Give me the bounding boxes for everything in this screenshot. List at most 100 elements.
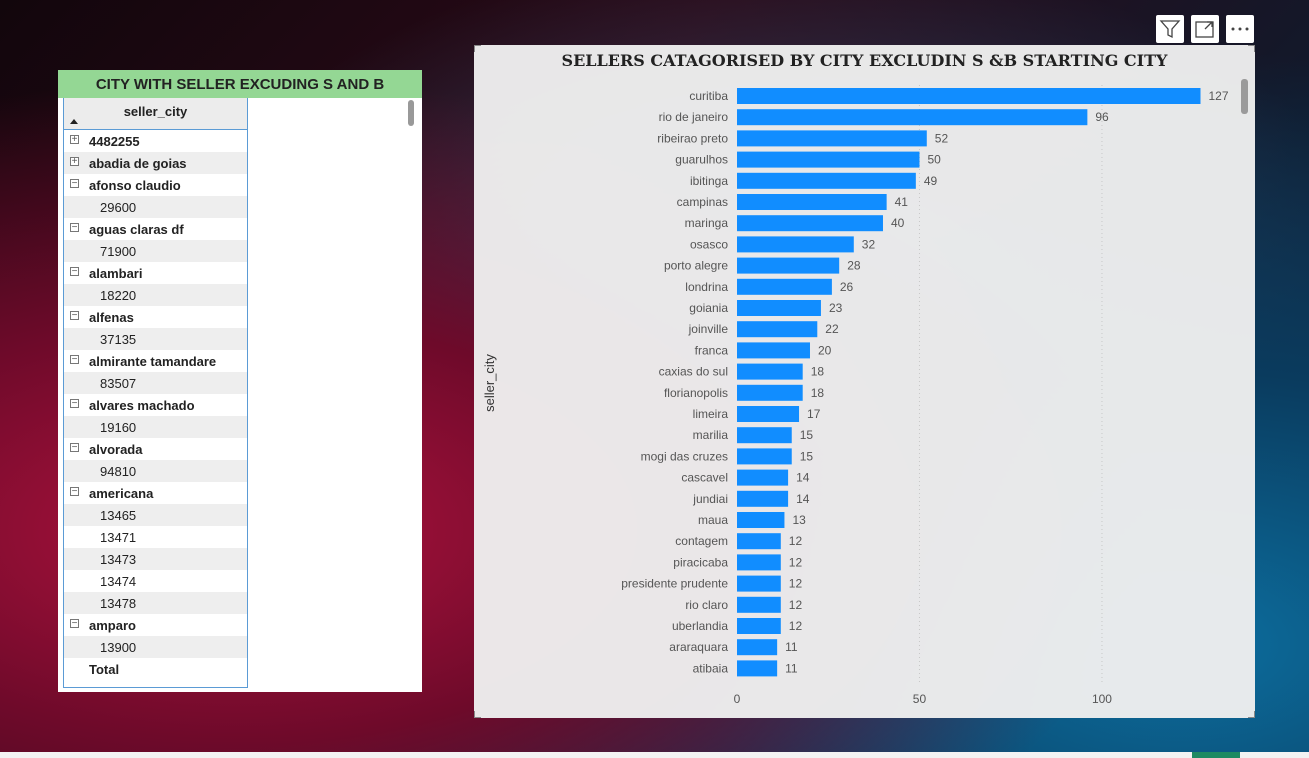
- category-label: uberlandia: [672, 619, 728, 633]
- bar[interactable]: [737, 427, 792, 444]
- bar[interactable]: [737, 596, 781, 613]
- bar[interactable]: [737, 384, 803, 401]
- bar[interactable]: [737, 406, 800, 422]
- expand-icon[interactable]: +: [70, 134, 79, 145]
- bar[interactable]: [737, 342, 810, 359]
- bar[interactable]: [737, 639, 778, 656]
- table-row-zip: 83507: [64, 372, 247, 394]
- table-row-city[interactable]: + abadia de goias: [64, 152, 247, 174]
- corner-mark: [1248, 711, 1255, 718]
- bar[interactable]: [737, 448, 792, 465]
- category-label: joinville: [688, 322, 729, 336]
- category-label: limeira: [693, 407, 729, 421]
- table-row-city[interactable]: +4482255: [64, 130, 247, 152]
- table-row-city[interactable]: − alvorada: [64, 438, 247, 460]
- table-row-city[interactable]: − aguas claras df: [64, 218, 247, 240]
- city-label: aguas claras df: [89, 221, 184, 237]
- corner-mark: [474, 711, 481, 718]
- collapse-icon[interactable]: −: [70, 310, 79, 321]
- bar[interactable]: [737, 363, 803, 380]
- bar[interactable]: [737, 575, 781, 592]
- collapse-icon[interactable]: −: [70, 398, 79, 409]
- bar[interactable]: [737, 109, 1088, 126]
- table-row-zip: 37135: [64, 328, 247, 350]
- category-label: porto alegre: [664, 259, 728, 273]
- bar[interactable]: [737, 554, 781, 571]
- bar[interactable]: [737, 660, 778, 677]
- table-row-city[interactable]: − amparo: [64, 614, 247, 636]
- table-row-city[interactable]: − americana: [64, 482, 247, 504]
- bar[interactable]: [737, 300, 821, 316]
- bar[interactable]: [737, 512, 785, 528]
- collapse-icon[interactable]: −: [70, 618, 79, 629]
- data-label: 52: [935, 131, 949, 145]
- bar[interactable]: [737, 469, 789, 486]
- matrix-body: +4482255 + abadia de goias − afonso claudio 2…: [64, 130, 247, 680]
- bar[interactable]: [737, 88, 1201, 104]
- category-label: campinas: [677, 195, 728, 209]
- bar[interactable]: [737, 236, 854, 253]
- bar[interactable]: [737, 130, 927, 147]
- category-label: guarulhos: [675, 153, 728, 167]
- focus-mode-icon: [1195, 21, 1214, 38]
- table-row-city[interactable]: − alfenas: [64, 306, 247, 328]
- data-label: 12: [789, 598, 803, 612]
- table-row-city[interactable]: − alambari: [64, 262, 247, 284]
- table-row-city[interactable]: − alvares machado: [64, 394, 247, 416]
- table-row-zip: 13474: [64, 570, 247, 592]
- x-tick-label: 50: [913, 692, 927, 706]
- table-row-city[interactable]: − almirante tamandare: [64, 350, 247, 372]
- collapse-icon[interactable]: −: [70, 442, 79, 453]
- bar[interactable]: [737, 618, 781, 634]
- zip-label: 13471: [100, 529, 137, 545]
- collapse-icon[interactable]: −: [70, 178, 79, 189]
- table-row-zip: 13478: [64, 592, 247, 614]
- bar[interactable]: [737, 321, 818, 338]
- table-scrollbar[interactable]: [408, 100, 414, 126]
- data-label: 28: [847, 259, 861, 273]
- more-options-button[interactable]: [1226, 15, 1254, 43]
- chart-scrollbar[interactable]: [1241, 79, 1248, 114]
- collapse-icon[interactable]: −: [70, 486, 79, 497]
- bar[interactable]: [737, 490, 789, 507]
- category-label: maringa: [685, 216, 729, 230]
- bar[interactable]: [737, 194, 887, 210]
- collapse-icon[interactable]: −: [70, 222, 79, 233]
- city-label: alambari: [89, 265, 143, 281]
- bar[interactable]: [737, 172, 916, 189]
- city-label: abadia de goias: [89, 155, 187, 171]
- bar[interactable]: [737, 533, 781, 550]
- table-row-city[interactable]: − afonso claudio: [64, 174, 247, 196]
- data-label: 12: [789, 577, 803, 591]
- city-label: amparo: [89, 617, 136, 633]
- data-label: 18: [811, 365, 825, 379]
- category-label: ribeirao preto: [657, 131, 728, 145]
- bar[interactable]: [737, 151, 920, 168]
- city-table-visual: CITY WITH SELLER EXCUDING S AND B seller…: [58, 70, 422, 692]
- collapse-icon[interactable]: −: [70, 266, 79, 277]
- bar[interactable]: [737, 215, 883, 232]
- city-label: afonso claudio: [89, 177, 181, 193]
- visual-header: [1156, 15, 1254, 43]
- filter-button[interactable]: [1156, 15, 1184, 43]
- bar[interactable]: [737, 278, 832, 295]
- data-label: 20: [818, 343, 832, 357]
- matrix-table: seller_city +4482255 + abadia de goias − afo…: [63, 98, 248, 688]
- collapse-icon[interactable]: −: [70, 354, 79, 365]
- expand-icon[interactable]: +: [70, 156, 79, 167]
- category-label: osasco: [690, 237, 728, 251]
- sort-ascending-icon[interactable]: [70, 119, 78, 124]
- category-label: mogi das cruzes: [641, 449, 728, 463]
- bar[interactable]: [737, 257, 840, 274]
- zip-label: 37135: [100, 331, 137, 347]
- focus-mode-button[interactable]: [1191, 15, 1219, 43]
- data-label: 14: [796, 492, 810, 506]
- data-label: 40: [891, 216, 905, 230]
- column-header-seller-city[interactable]: seller_city: [64, 98, 247, 130]
- table-row-zip: 29600: [64, 196, 247, 218]
- city-label: alvares machado: [89, 397, 195, 413]
- category-label: caxias do sul: [659, 365, 728, 379]
- city-label: almirante tamandare: [89, 353, 217, 369]
- zip-label: 13473: [100, 551, 137, 567]
- table-row-zip: 19160: [64, 416, 247, 438]
